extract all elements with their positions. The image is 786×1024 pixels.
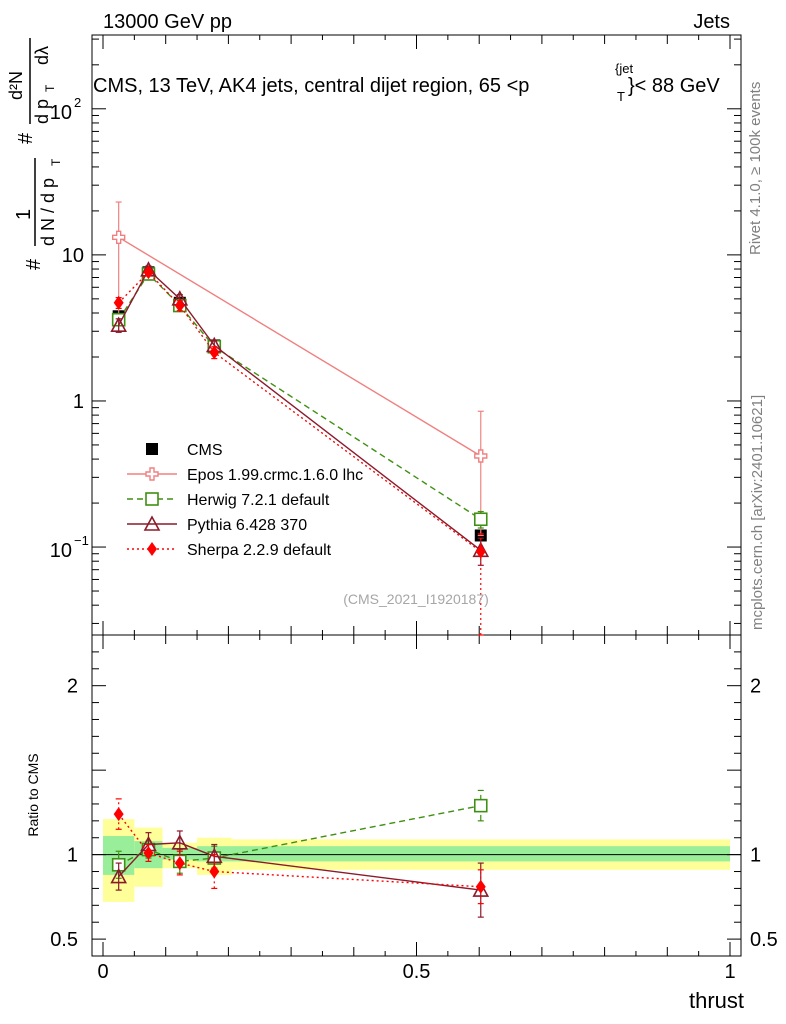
ylabel-d2n: d²N xyxy=(6,71,26,100)
legend-marker xyxy=(145,492,159,506)
ylabel-hash1: # xyxy=(23,258,45,270)
x-tick-label: 0.5 xyxy=(403,961,431,983)
legend-entry: Epos 1.99.crmc.1.6.0 lhc xyxy=(127,467,363,484)
legend-label: Herwig 7.2.1 default xyxy=(187,492,330,509)
y-tick-label-ratio-right: 2 xyxy=(750,676,761,698)
ylabel-dlambda: dλ xyxy=(32,46,52,65)
ratio-point xyxy=(110,867,128,884)
y-tick-label-ratio: 0.5 xyxy=(50,929,78,951)
y-tick-label-main: 10 xyxy=(50,540,72,562)
rivet-version-label: Rivet 4.1.0, ≥ 100k events xyxy=(747,82,764,255)
y-tick-label-ratio: 1 xyxy=(67,845,78,867)
y-tick-label-main: 1 xyxy=(73,391,84,413)
data-point xyxy=(143,265,154,280)
legend-marker xyxy=(146,443,158,455)
legend-entry: CMS xyxy=(146,442,223,459)
ratio-point xyxy=(174,856,185,871)
y-tick-exponent: −1 xyxy=(74,533,89,548)
data-point xyxy=(473,512,488,527)
legend-marker xyxy=(143,515,161,531)
analysis-id: (CMS_2021_I1920187) xyxy=(343,591,489,607)
plot-title-sub: T xyxy=(617,89,625,104)
ylabel-hash2: # xyxy=(15,132,37,144)
ylabel-one: 1 xyxy=(13,209,35,220)
plot-title-end: }< 88 GeV xyxy=(628,75,720,97)
data-point xyxy=(110,316,128,333)
y-tick-label-main: 10 xyxy=(62,245,84,267)
series-line xyxy=(118,236,482,457)
legend-label: CMS xyxy=(187,442,223,459)
energy-label: 13000 GeV pp xyxy=(103,11,232,33)
ratio-bands xyxy=(92,819,741,902)
legend-marker xyxy=(145,467,159,481)
data-point xyxy=(113,295,124,310)
main-series xyxy=(110,201,490,636)
legend-entry: Herwig 7.2.1 default xyxy=(127,492,330,509)
data-point xyxy=(111,230,126,244)
plot-title-sup: {jet xyxy=(615,61,633,76)
y-tick-label-ratio: 2 xyxy=(67,676,78,698)
mcplots-label: mcplots.cern.ch [arXiv:2401.10621] xyxy=(749,395,766,630)
category-label: Jets xyxy=(693,11,730,33)
legend-entry: Pythia 6.428 370 xyxy=(127,515,307,534)
y-axis-label-ratio: Ratio to CMS xyxy=(25,753,41,836)
legend-label: Sherpa 2.2.9 default xyxy=(187,542,332,559)
ratio-point xyxy=(113,807,124,822)
y-tick-label-ratio-right: 0.5 xyxy=(750,929,778,951)
legend-entry: Sherpa 2.2.9 default xyxy=(127,542,332,559)
x-axis-label: thrust xyxy=(689,988,744,1013)
legend-label: Pythia 6.428 370 xyxy=(187,517,307,534)
ratio-sherpa xyxy=(113,798,486,905)
ratio-point xyxy=(171,834,189,850)
x-tick-label: 0 xyxy=(97,961,108,983)
y-tick-exponent: 2 xyxy=(74,95,81,110)
legend-label: Epos 1.99.crmc.1.6.0 lhc xyxy=(187,467,363,484)
ylabel-dn-dpt: d N / d p xyxy=(38,178,58,246)
data-point xyxy=(174,298,185,313)
series-epos xyxy=(111,201,488,537)
ratio-point xyxy=(475,879,486,894)
ratio-point xyxy=(472,881,490,897)
legend: CMS Epos 1.99.crmc.1.6.0 lhc Herwig 7.2.1 … xyxy=(127,442,363,559)
ylabel-dpt: d p xyxy=(32,99,52,124)
plot-title-main: CMS, 13 TeV, AK4 jets, central dijet reg… xyxy=(93,75,529,97)
y-axis-label-main: # 1 d N / d p T # d²N d p T dλ xyxy=(6,38,63,270)
x-tick-label: 1 xyxy=(724,961,735,983)
stat-uncertainty-band xyxy=(231,846,730,862)
ratio-series xyxy=(110,789,490,918)
y-tick-label-ratio-right: 1 xyxy=(750,845,761,867)
axis-ticks xyxy=(92,35,741,957)
ratio-panel-frame xyxy=(91,634,742,957)
ratio-point xyxy=(209,864,220,879)
legend-marker xyxy=(147,542,157,556)
ratio-point xyxy=(473,798,488,813)
y-tick-label-main: 10 xyxy=(50,102,72,124)
series-sherpa xyxy=(113,265,486,636)
ylabel-t2: T xyxy=(43,84,57,92)
plot-title: CMS, 13 TeV, AK4 jets, central dijet reg… xyxy=(93,61,720,104)
ratio-point xyxy=(143,845,154,860)
ylabel-t1: T xyxy=(49,158,63,166)
data-point xyxy=(474,449,488,463)
data-point xyxy=(209,345,220,360)
series-herwig xyxy=(111,267,488,529)
data-point xyxy=(475,544,486,559)
